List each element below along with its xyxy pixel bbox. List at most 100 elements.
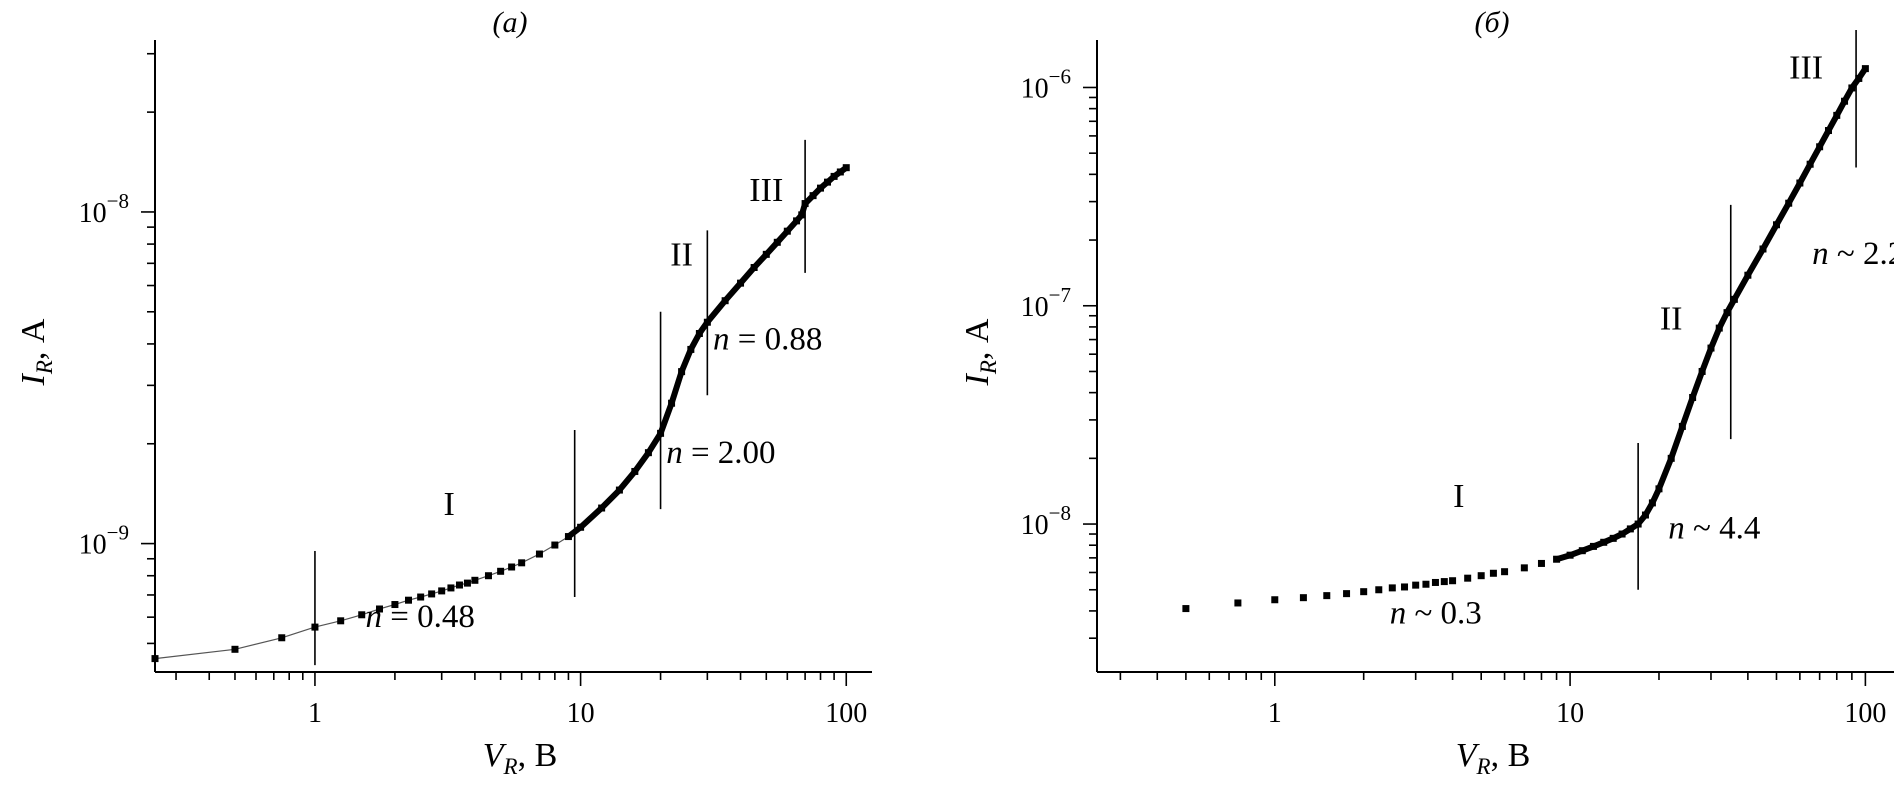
data-point — [836, 168, 844, 176]
data-point — [1833, 111, 1841, 119]
y-axis-title: IR, А — [15, 318, 57, 386]
y-tick-label: 10−8 — [1021, 501, 1071, 541]
data-point — [1537, 559, 1545, 567]
data-point — [564, 533, 572, 541]
x-tick-label: 100 — [1844, 698, 1886, 729]
data-point — [1422, 580, 1430, 588]
data-point — [484, 572, 492, 580]
data-point — [842, 164, 850, 172]
data-point — [1723, 309, 1731, 317]
region-label: II — [1660, 300, 1683, 337]
region-label: I — [1453, 478, 1464, 515]
region-label: III — [1789, 49, 1823, 86]
y-axis-sub: R — [976, 360, 1001, 375]
y-tick-label: 10−8 — [79, 189, 129, 229]
slope-var: n — [666, 435, 683, 471]
data-point — [1182, 605, 1190, 613]
data-point — [428, 590, 436, 598]
data-point — [1841, 97, 1849, 105]
y-tick-base: 10 — [79, 530, 107, 561]
region-label: I — [443, 486, 454, 523]
y-tick-base: 10 — [1021, 73, 1049, 104]
data-point — [703, 318, 711, 326]
data-point — [508, 563, 516, 571]
data-point — [798, 211, 806, 219]
slope-var: n — [713, 321, 730, 357]
slope-value: ~ 2.2 — [1829, 236, 1894, 272]
data-point — [1772, 221, 1780, 229]
series-connector-line — [154, 167, 847, 660]
data-point — [391, 601, 399, 609]
data-point — [1401, 583, 1409, 591]
data-point — [1299, 594, 1307, 602]
slope-annotation: n = 0.88 — [713, 321, 822, 357]
data-point — [678, 368, 686, 376]
y-axis-var: I — [959, 372, 996, 386]
data-point — [1634, 520, 1642, 528]
data-point — [1520, 564, 1528, 572]
data-point — [668, 399, 676, 407]
data-point — [1618, 530, 1626, 538]
data-point — [1553, 555, 1561, 563]
data-point — [598, 504, 606, 512]
data-point — [518, 559, 526, 567]
data-point — [337, 617, 345, 625]
slope-value: = 2.00 — [683, 435, 776, 471]
data-point — [1707, 344, 1715, 352]
x-axis-unit: , В — [1491, 737, 1531, 774]
data-point — [1806, 160, 1814, 168]
data-point — [1861, 65, 1869, 73]
data-point — [737, 279, 745, 287]
slope-var: n — [1390, 596, 1407, 632]
data-point — [830, 172, 838, 180]
data-point — [1678, 422, 1686, 430]
slope-annotation: n ~ 4.4 — [1668, 510, 1760, 546]
x-axis-sub: R — [503, 754, 518, 779]
data-point — [535, 550, 543, 558]
slope-annotation: n = 0.48 — [366, 599, 475, 635]
data-point — [1431, 578, 1439, 586]
data-point — [721, 297, 729, 305]
y-tick-exponent: −6 — [1049, 64, 1071, 88]
data-point — [1641, 511, 1649, 519]
region-label: II — [670, 236, 693, 273]
data-point — [750, 264, 758, 272]
data-point — [1501, 568, 1509, 576]
data-point — [376, 605, 384, 613]
data-point — [1388, 584, 1396, 592]
data-point — [773, 238, 781, 246]
data-point — [783, 227, 791, 235]
data-point — [1667, 454, 1675, 462]
data-point — [1375, 586, 1383, 594]
y-tick-exponent: −8 — [1049, 501, 1071, 525]
data-point — [1730, 295, 1738, 303]
data-point — [455, 581, 463, 589]
data-point — [1412, 581, 1420, 589]
data-point — [793, 217, 801, 225]
data-point — [695, 330, 703, 338]
x-axis-title: VR, В — [1456, 737, 1531, 779]
slope-value: ~ 0.3 — [1406, 596, 1482, 632]
region-label: III — [749, 172, 783, 209]
data-point — [1816, 143, 1824, 151]
data-point — [1234, 599, 1242, 607]
x-tick-label: 10 — [1556, 698, 1584, 729]
x-tick-label: 1 — [1268, 698, 1282, 729]
data-point — [817, 184, 825, 192]
data-point — [1323, 592, 1331, 600]
slope-value: = 0.88 — [729, 321, 822, 357]
x-axis-title: VR, В — [483, 737, 558, 779]
y-axis-unit: , А — [15, 318, 52, 360]
data-point — [1698, 367, 1706, 375]
data-point — [1785, 199, 1793, 207]
data-point — [231, 645, 239, 653]
y-tick-base: 10 — [1021, 292, 1049, 323]
y-tick-exponent: −8 — [107, 189, 129, 213]
data-point — [1824, 127, 1832, 135]
y-tick-label: 10−6 — [1021, 64, 1071, 104]
panel-label: (б) — [1474, 6, 1509, 39]
data-point — [1360, 588, 1368, 596]
data-point — [1759, 245, 1767, 253]
data-point — [1855, 74, 1863, 82]
